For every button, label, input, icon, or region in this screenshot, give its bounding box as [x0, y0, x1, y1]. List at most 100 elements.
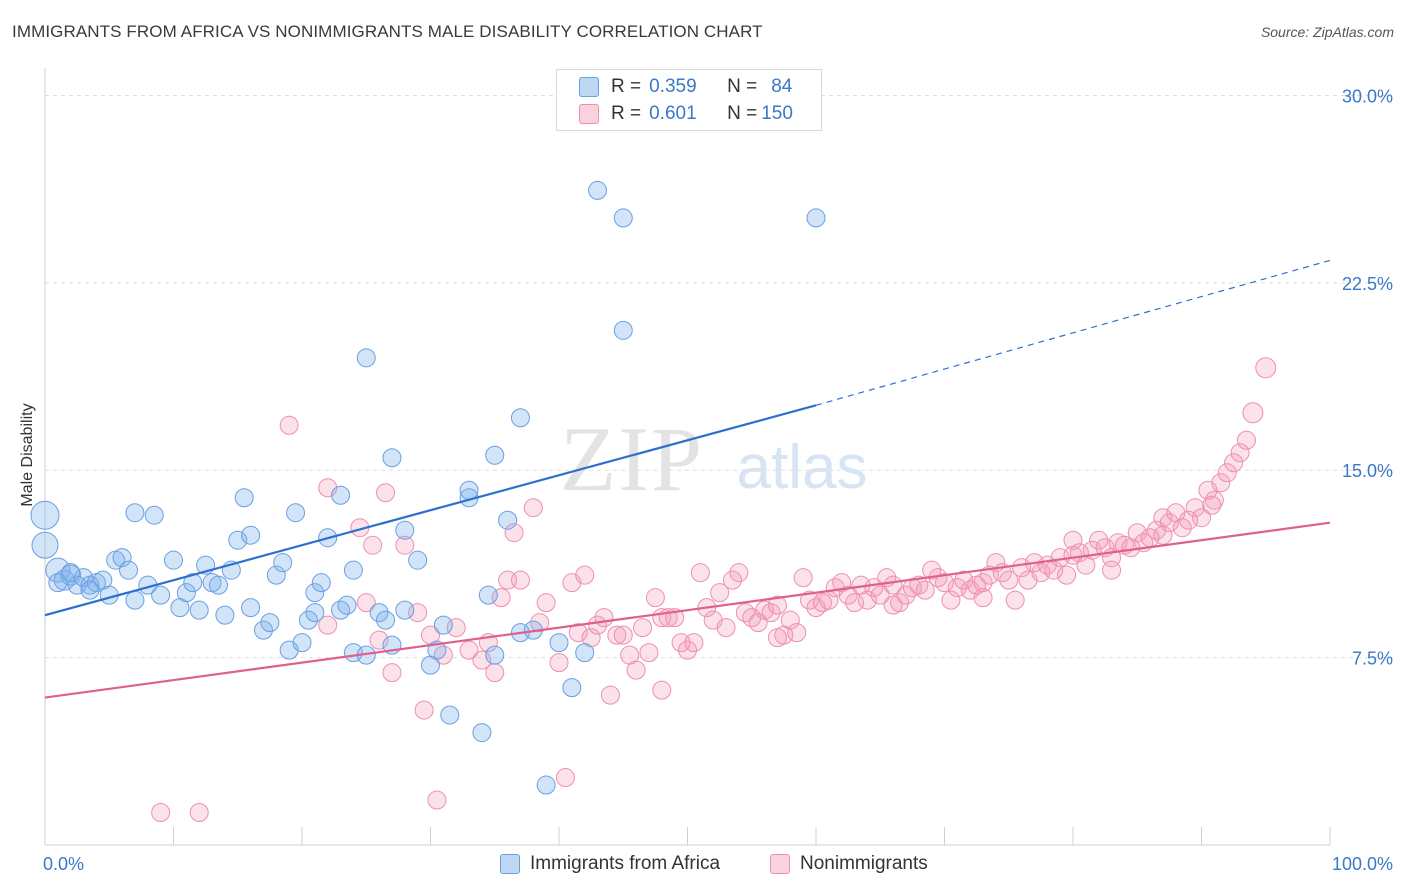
- immigrants-point: [331, 485, 351, 505]
- watermark: ZIP atlas: [560, 408, 867, 510]
- immigrants-point: [498, 510, 518, 530]
- nonimmigrants-point: [857, 590, 877, 610]
- nonimmigrants-point: [748, 613, 768, 633]
- immigrants-point: [549, 633, 569, 653]
- y-tick-label: 7.5%: [1352, 649, 1393, 669]
- immigrants-point: [459, 480, 479, 500]
- nonimmigrants-point: [555, 768, 575, 788]
- nonimmigrants-point: [999, 570, 1019, 590]
- immigrants-point: [562, 678, 582, 698]
- nonimmigrants-point: [588, 615, 608, 635]
- correlation-legend: R = 0.359 N = 84 R = 0.601 N = 150: [556, 69, 822, 131]
- immigrants-point: [510, 408, 530, 428]
- immigrants-point: [588, 180, 608, 200]
- nonimmigrants-point: [722, 570, 742, 590]
- immigrants-point: [112, 548, 132, 568]
- r-value: 0.359: [649, 76, 697, 97]
- nonimmigrants-point: [954, 570, 974, 590]
- nonimmigrants-point: [761, 603, 781, 623]
- nonimmigrants-point: [1224, 453, 1244, 473]
- nonimmigrants-point: [678, 640, 697, 660]
- immigrants-point: [369, 603, 389, 623]
- immigrants-point: [176, 583, 196, 603]
- immigrants-point: [189, 600, 209, 620]
- nonimmigrants-points: [151, 357, 1277, 823]
- immigrants-trend-line: [44, 404, 817, 617]
- immigrants-point: [144, 505, 164, 525]
- immigrants-point: [164, 550, 183, 570]
- legend-item-immigrants: Immigrants from Africa: [500, 853, 720, 875]
- nonimmigrants-point: [613, 625, 633, 645]
- immigrants-point: [337, 595, 357, 615]
- nonimmigrants-point: [633, 618, 653, 638]
- nonimmigrants-point: [1192, 508, 1211, 528]
- immigrants-point: [331, 600, 351, 620]
- nonimmigrants-point: [684, 633, 704, 653]
- immigrants-point: [536, 775, 556, 795]
- immigrants-point: [485, 445, 505, 465]
- immigrants-point: [61, 563, 81, 583]
- legend-item-nonimmigrants: Nonimmigrants: [770, 853, 928, 875]
- nonimmigrants-point: [832, 573, 852, 593]
- immigrants-point: [382, 448, 402, 468]
- nonimmigrants-point: [793, 568, 813, 588]
- nonimmigrants-point: [523, 498, 543, 518]
- immigrants-point: [125, 590, 145, 610]
- r-value: 0.601: [649, 103, 697, 124]
- nonimmigrants-point: [690, 563, 710, 583]
- immigrants-points: [30, 180, 826, 795]
- legend-swatch-pink: [770, 854, 790, 874]
- nonimmigrants-point: [973, 573, 993, 593]
- nonimmigrants-point: [1204, 490, 1224, 510]
- y-tick-label: 15.0%: [1342, 461, 1393, 481]
- immigrants-point: [305, 603, 325, 623]
- nonimmigrants-point: [549, 653, 569, 673]
- immigrants-point: [376, 610, 396, 630]
- n-label: N =: [727, 76, 758, 97]
- immigrants-point: [125, 503, 145, 523]
- nonimmigrants-point: [1230, 443, 1250, 463]
- nonimmigrants-point: [369, 630, 389, 650]
- immigrants-point: [286, 503, 306, 523]
- immigrants-point: [215, 605, 235, 625]
- axes: [44, 68, 1331, 846]
- r-label: R =: [611, 103, 642, 124]
- legend-swatch-blue: [579, 77, 599, 97]
- immigrants-point: [241, 598, 261, 618]
- legend-label: Immigrants from Africa: [530, 853, 721, 874]
- nonimmigrants-point: [838, 585, 858, 605]
- immigrants-point: [292, 633, 312, 653]
- immigrants-point: [806, 208, 826, 228]
- nonimmigrants-point: [376, 483, 396, 503]
- nonimmigrants-trend-line: [44, 521, 1331, 699]
- immigrants-point: [266, 565, 286, 585]
- nonimmigrants-point: [716, 618, 736, 638]
- immigrants-point: [408, 550, 428, 570]
- legend-swatch-blue: [500, 854, 520, 874]
- nonimmigrants-point: [1255, 357, 1277, 379]
- r-label: R =: [611, 76, 642, 97]
- nonimmigrants-point: [395, 535, 415, 555]
- nonimmigrants-point: [896, 585, 916, 605]
- nonimmigrants-point: [1153, 525, 1173, 545]
- immigrants-point: [253, 620, 273, 640]
- immigrants-point: [119, 560, 139, 580]
- nonimmigrants-point: [729, 563, 749, 583]
- nonimmigrants-point: [767, 595, 787, 615]
- nonimmigrants-point: [318, 615, 338, 635]
- immigrants-trend-extension: [815, 259, 1331, 406]
- nonimmigrants-point: [427, 790, 447, 810]
- nonimmigrants-point: [1063, 530, 1083, 550]
- nonimmigrants-point: [645, 588, 665, 608]
- nonimmigrants-point: [780, 610, 800, 630]
- nonimmigrants-point: [510, 570, 530, 590]
- nonimmigrants-point: [1159, 513, 1179, 533]
- nonimmigrants-point: [652, 680, 672, 700]
- immigrants-point: [273, 553, 293, 573]
- nonimmigrants-point: [909, 575, 929, 595]
- nonimmigrants-point: [1202, 495, 1222, 515]
- nonimmigrants-point: [1236, 430, 1256, 450]
- nonimmigrants-point: [973, 588, 993, 608]
- nonimmigrants-point: [568, 623, 588, 643]
